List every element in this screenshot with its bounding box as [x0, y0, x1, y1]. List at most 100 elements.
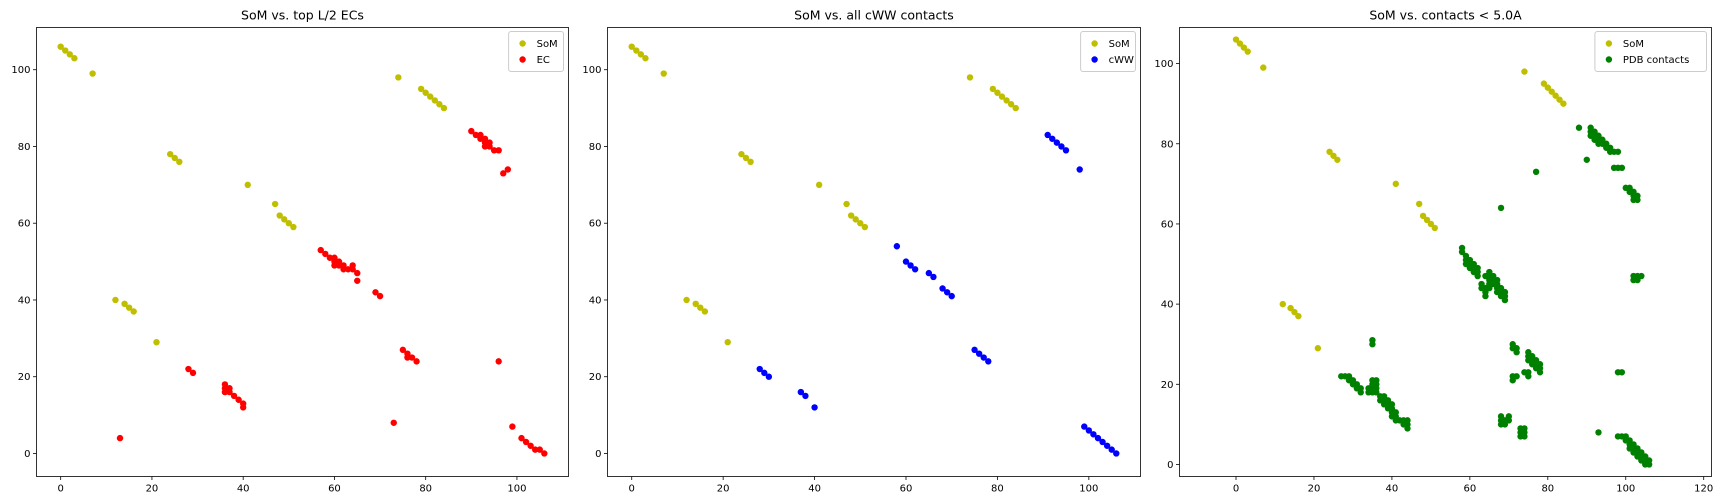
data-point-som: [285, 220, 293, 227]
data-point-som: [628, 43, 635, 50]
data-point-som: [724, 338, 731, 346]
data-point-som: [130, 308, 137, 315]
y-tick-label: 40: [18, 295, 31, 306]
data-point-som: [1427, 220, 1435, 228]
data-point-ec: [349, 262, 356, 269]
data-point-som: [427, 93, 434, 100]
data-point-ec: [481, 143, 489, 150]
data-point-pdb-contacts: [1575, 124, 1583, 131]
data-point-pdb-contacts: [1525, 373, 1532, 380]
data-point-pdb-contacts: [1474, 272, 1481, 280]
data-point-som: [176, 158, 183, 166]
legend: SoM EC: [508, 31, 565, 72]
data-point-som: [1392, 180, 1400, 188]
x-tick-label: 20: [146, 484, 159, 495]
data-point-cww: [1044, 131, 1051, 139]
data-point-cww: [761, 369, 768, 377]
data-point-som: [1423, 216, 1431, 224]
data-point-ec: [495, 358, 502, 365]
data-point-cww: [1062, 147, 1070, 154]
data-point-som: [153, 338, 160, 346]
data-point-cww: [1058, 143, 1065, 150]
series-som: [57, 43, 448, 346]
data-point-som: [271, 200, 279, 208]
data-point-cww: [1103, 442, 1111, 449]
data-point-pdb-contacts: [1369, 341, 1376, 348]
data-point-som: [1291, 308, 1298, 316]
data-point-ec: [468, 127, 475, 135]
data-point-som: [66, 51, 74, 58]
data-point-ec: [189, 369, 197, 377]
data-point-ec: [477, 135, 484, 142]
y-tick-label: 100: [11, 65, 30, 76]
data-point-pdb-contacts: [1501, 421, 1509, 428]
data-point-pdb-contacts: [1373, 389, 1380, 396]
x-tick-label: 60: [328, 484, 341, 495]
data-point-som: [660, 70, 667, 77]
x-tick-label: 0: [1233, 484, 1239, 495]
data-point-som: [989, 85, 997, 93]
data-point-som: [1007, 101, 1015, 108]
data-point-ec: [326, 254, 334, 261]
data-point-pdb-contacts: [1618, 369, 1626, 376]
data-point-ec: [486, 139, 493, 146]
data-point-pdb-contacts: [1521, 433, 1528, 440]
legend-label-pdb-contacts: PDB contacts: [1623, 55, 1689, 66]
data-point-som: [244, 181, 251, 189]
data-point-pdb-contacts: [1532, 168, 1540, 176]
data-point-cww: [1049, 135, 1056, 142]
data-point-cww: [948, 292, 955, 300]
y-tick-label: 40: [1161, 300, 1174, 311]
data-point-som: [1232, 36, 1240, 43]
data-point-som: [1544, 84, 1552, 91]
y-tick-label: 0: [24, 449, 30, 460]
data-point-som: [1287, 304, 1294, 312]
data-point-cww: [971, 346, 978, 354]
legend-marker-cww: [1091, 56, 1098, 63]
x-tick-label: 100: [1616, 484, 1635, 495]
data-point-pdb-contacts: [1513, 349, 1520, 356]
data-point-som: [633, 47, 640, 54]
data-point-cww: [802, 392, 809, 400]
data-point-som: [440, 104, 448, 112]
series-cww: [756, 131, 1120, 457]
data-point-ec: [354, 277, 361, 284]
data-point-ec: [376, 292, 384, 300]
data-point-cww: [943, 289, 951, 296]
data-point-cww: [811, 404, 818, 411]
data-point-som: [692, 300, 699, 308]
data-point-som: [1334, 156, 1341, 163]
data-point-ec: [322, 250, 329, 258]
x-tick-label: 0: [57, 484, 63, 495]
data-point-pdb-contacts: [1458, 248, 1466, 256]
data-point-cww: [1113, 450, 1120, 457]
data-point-som: [290, 223, 297, 231]
data-point-som: [1415, 200, 1423, 208]
series-som: [1232, 36, 1567, 352]
series-pdb-contacts: [1338, 124, 1653, 468]
x-tick-label: 120: [1694, 484, 1713, 495]
data-point-som: [1279, 300, 1286, 308]
data-point-ec: [354, 269, 361, 277]
data-point-ec: [541, 450, 548, 457]
y-tick-label: 60: [1161, 219, 1174, 230]
data-point-ec: [495, 147, 502, 154]
data-point-cww: [893, 243, 901, 250]
data-point-pdb-contacts: [1497, 204, 1505, 212]
data-point-som: [1244, 48, 1251, 55]
data-point-cww: [907, 262, 914, 269]
data-point-cww: [985, 358, 992, 365]
data-point-som: [847, 212, 855, 219]
data-point-som: [171, 154, 178, 162]
chart-title: SoM vs. top L/2 ECs: [241, 8, 364, 23]
legend-marker-pdb-contacts: [1605, 56, 1613, 63]
x-tick-label: 20: [717, 484, 730, 495]
data-point-ec: [185, 365, 192, 373]
data-point-som: [125, 304, 133, 311]
data-point-som: [112, 296, 119, 304]
data-point-ec: [522, 438, 530, 446]
data-point-cww: [1090, 431, 1097, 438]
data-point-ec: [413, 358, 420, 365]
data-point-cww: [1094, 434, 1102, 442]
data-point-cww: [756, 365, 763, 373]
